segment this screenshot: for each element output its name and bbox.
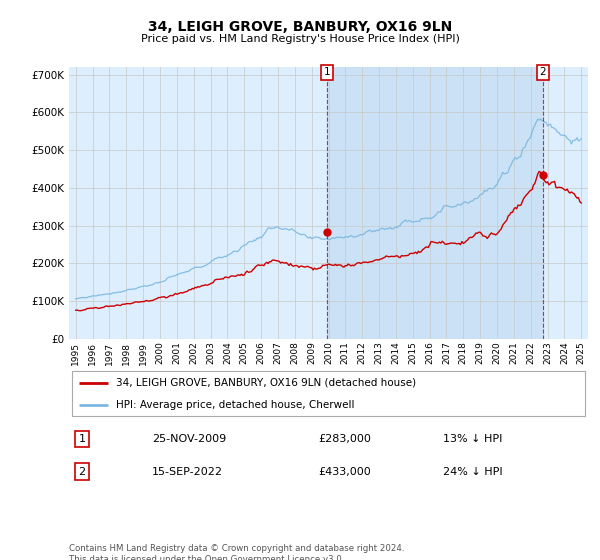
Text: 25-NOV-2009: 25-NOV-2009 [152, 434, 226, 444]
Text: £433,000: £433,000 [318, 466, 371, 477]
Text: 2: 2 [79, 466, 86, 477]
Text: 24% ↓ HPI: 24% ↓ HPI [443, 466, 502, 477]
Text: HPI: Average price, detached house, Cherwell: HPI: Average price, detached house, Cher… [116, 400, 354, 410]
Text: Contains HM Land Registry data © Crown copyright and database right 2024.
This d: Contains HM Land Registry data © Crown c… [69, 544, 404, 560]
Text: 15-SEP-2022: 15-SEP-2022 [152, 466, 223, 477]
Text: 34, LEIGH GROVE, BANBURY, OX16 9LN (detached house): 34, LEIGH GROVE, BANBURY, OX16 9LN (deta… [116, 378, 416, 388]
Text: 34, LEIGH GROVE, BANBURY, OX16 9LN: 34, LEIGH GROVE, BANBURY, OX16 9LN [148, 20, 452, 34]
FancyBboxPatch shape [71, 371, 586, 416]
Text: 13% ↓ HPI: 13% ↓ HPI [443, 434, 502, 444]
Text: Price paid vs. HM Land Registry's House Price Index (HPI): Price paid vs. HM Land Registry's House … [140, 34, 460, 44]
Text: 1: 1 [79, 434, 85, 444]
Text: 2: 2 [539, 67, 546, 77]
Text: £283,000: £283,000 [318, 434, 371, 444]
Text: 1: 1 [323, 67, 330, 77]
Bar [327, 67, 542, 339]
